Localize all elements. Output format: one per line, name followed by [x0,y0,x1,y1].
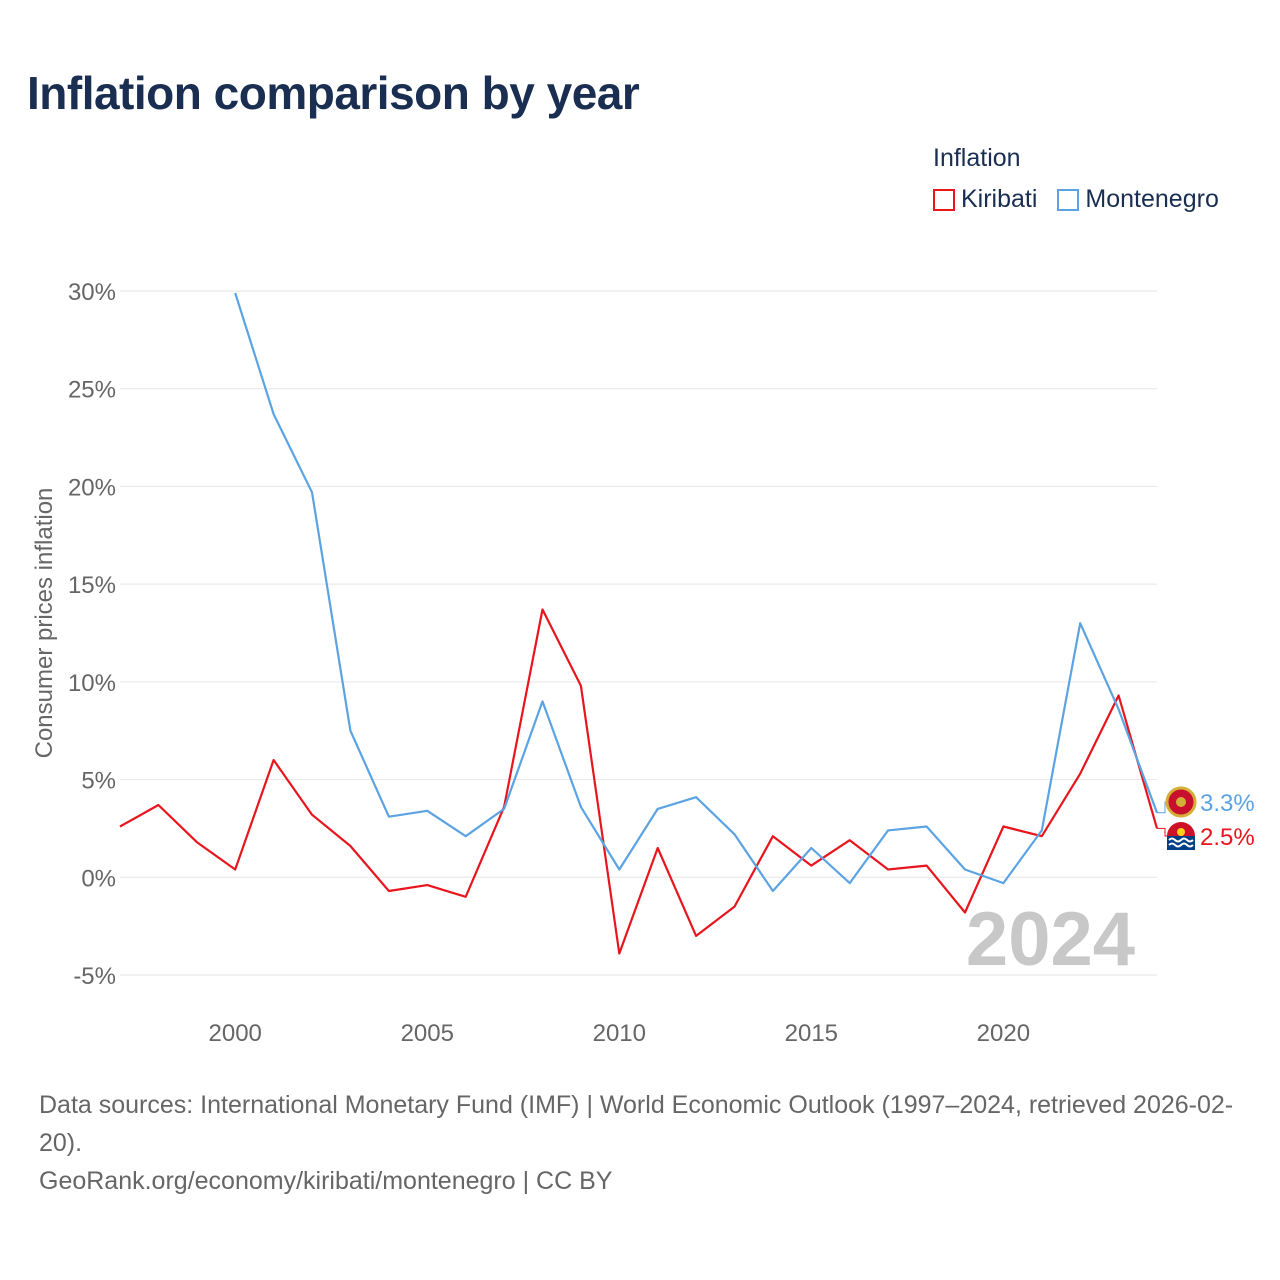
legend-title: Inflation [933,144,1021,172]
end-value-kiribati: 2.5% [1200,824,1255,851]
legend-swatch-montenegro [1057,188,1080,211]
x-tick-label: 2000 [209,1020,262,1047]
legend-label-kiribati: Kiribati [961,185,1038,213]
legend-label-montenegro: Montenegro [1085,185,1219,213]
footer-url[interactable]: GeoRank.org/economy/kiribati/montenegro … [39,1167,613,1195]
y-tick-label: 25% [68,377,116,404]
x-tick-label: 2005 [401,1020,454,1047]
x-tick-label: 2015 [785,1020,838,1047]
x-tick-label: 2020 [977,1020,1030,1047]
x-axis-ticks: 2000 2005 2010 2015 2020 [209,1020,1031,1047]
y-tick-label: 20% [68,474,116,501]
legend-item-kiribati[interactable]: Kiribati [933,185,1037,214]
y-tick-label: 10% [68,670,116,697]
page-title: Inflation comparison by year [27,67,640,119]
series-line-kiribati [119,608,1159,955]
y-tick-label: -5% [73,963,116,990]
x-tick-label: 2010 [593,1020,646,1047]
y-tick-label: 30% [68,279,116,306]
y-tick-label: 0% [81,865,116,892]
legend: Kiribati Montenegro [933,185,1239,214]
end-markers: 3.3% 2.5% [1157,786,1255,851]
footer: Data sources: International Monetary Fun… [39,1086,1249,1200]
flag-montenegro-icon [1165,786,1197,818]
y-tick-label: 15% [68,572,116,599]
series-line-montenegro [234,292,1159,893]
series-lines [119,292,1159,955]
flag-kiribati-icon [1167,822,1195,850]
end-value-montenegro: 3.3% [1200,790,1255,817]
legend-item-montenegro[interactable]: Montenegro [1057,185,1219,214]
y-axis-label: Consumer prices inflation [31,488,58,759]
y-tick-label: 5% [81,768,116,795]
footer-sources: Data sources: International Monetary Fun… [39,1091,1234,1157]
legend-swatch-kiribati [933,188,955,211]
y-axis-ticks: -5% 0% 5% 10% 15% 20% 25% 30% [68,279,116,990]
gridlines [120,290,1157,976]
year-watermark: 2024 [966,897,1135,982]
